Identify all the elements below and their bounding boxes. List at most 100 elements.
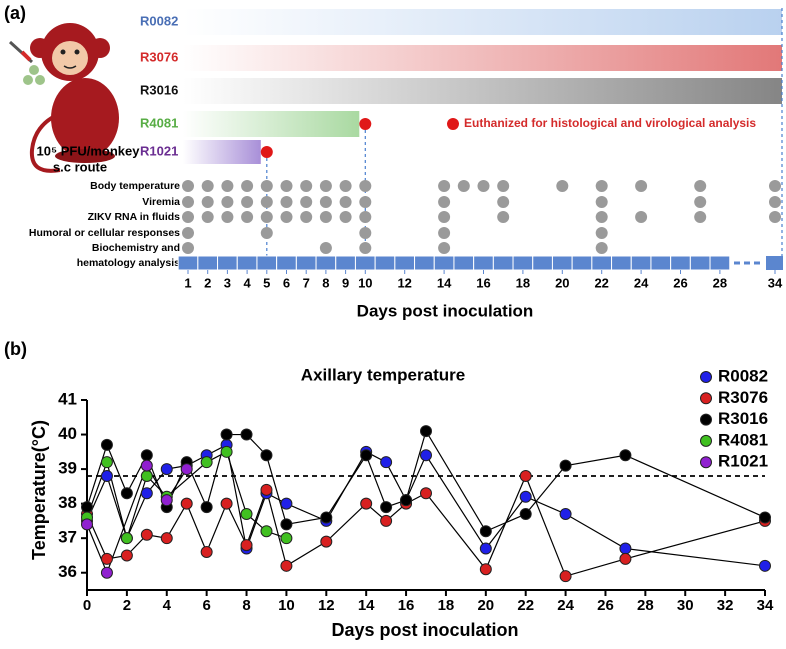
x-tick-label: 10: [358, 275, 372, 290]
data-point: [420, 449, 432, 462]
data-point: [380, 456, 393, 469]
x-tick-label: 2: [204, 275, 211, 290]
sampling-dot: [457, 180, 470, 192]
day-cell: [276, 255, 297, 271]
data-point: [260, 525, 273, 538]
data-point: [619, 552, 632, 565]
chart-title: Axillary temperature: [301, 365, 465, 384]
sampling-dot: [359, 242, 372, 254]
sampling-dot: [241, 196, 254, 208]
x-tick-label: 28: [713, 275, 727, 290]
sampling-dot: [280, 211, 293, 223]
row-label: Viremia: [142, 196, 180, 208]
x-tick-label: 24: [634, 275, 649, 290]
x-tick-label: 16: [398, 597, 415, 614]
data-point: [240, 428, 253, 441]
animal-bar: [183, 78, 782, 104]
data-point: [280, 518, 293, 531]
panel-label: (b): [4, 339, 27, 359]
animal-name: R3016: [140, 82, 178, 97]
data-point: [240, 508, 253, 520]
sampling-dot: [260, 211, 273, 223]
day-cell: [315, 255, 337, 271]
x-tick-label: 26: [673, 275, 687, 290]
x-tick-label: 1: [184, 275, 191, 290]
legend-label: R3016: [718, 409, 768, 428]
data-point: [100, 456, 113, 469]
animal-bar: [183, 111, 360, 137]
sampling-dot: [595, 227, 608, 239]
data-point: [220, 445, 233, 458]
sampling-dot: [319, 242, 332, 254]
sampling-dot: [201, 196, 214, 208]
legend-marker: [700, 413, 712, 426]
day-cell: [571, 255, 593, 271]
sampling-dot: [438, 242, 451, 254]
data-point: [519, 508, 532, 520]
data-point: [140, 528, 153, 541]
euthanasia-dot: [359, 118, 372, 130]
day-cell: [532, 255, 553, 271]
sampling-dot: [221, 180, 234, 192]
x-tick-label: 34: [768, 275, 783, 290]
x-tick-label: 7: [303, 275, 310, 290]
data-point: [120, 549, 133, 562]
x-tick-label: 6: [283, 275, 290, 290]
data-point: [619, 449, 632, 462]
data-point: [559, 459, 572, 472]
data-point: [320, 535, 333, 548]
day-cell: [670, 255, 691, 271]
data-point: [160, 494, 173, 507]
sampling-dot: [339, 196, 352, 208]
sampling-dot: [497, 180, 510, 192]
x-tick-label: 26: [597, 597, 614, 614]
data-point: [280, 532, 293, 545]
y-tick-label: 40: [58, 424, 77, 443]
x-tick-label: 24: [557, 597, 574, 614]
day-cell: [766, 256, 783, 270]
day-cell: [433, 255, 455, 271]
data-point: [280, 559, 293, 572]
data-point: [260, 483, 273, 496]
row-label: ZIKV RNA in fluids: [88, 211, 181, 223]
day-cell: [492, 255, 514, 271]
sampling-dot: [182, 211, 194, 223]
data-point: [160, 532, 173, 545]
monkey-icon: [8, 23, 119, 173]
data-point: [140, 449, 153, 462]
sampling-dot: [438, 211, 451, 223]
sampling-dot: [635, 180, 648, 192]
sampling-dot: [241, 180, 254, 192]
animal-name: R4081: [140, 115, 178, 130]
data-point: [240, 539, 253, 552]
data-point: [380, 514, 393, 527]
y-tick-label: 37: [58, 528, 77, 547]
sampling-dot: [359, 196, 372, 208]
sampling-dot: [359, 227, 372, 239]
data-point: [160, 463, 173, 476]
data-point: [400, 494, 413, 507]
day-cell: [217, 255, 238, 271]
data-point: [140, 470, 153, 482]
x-tick-label: 0: [83, 597, 91, 614]
data-point: [420, 487, 432, 500]
sampling-dot: [635, 211, 648, 223]
data-point: [479, 542, 492, 555]
row-label: Biochemistry and: [92, 242, 180, 254]
sampling-dot: [339, 180, 352, 192]
sampling-dot: [595, 180, 608, 192]
x-tick-label: 12: [397, 275, 411, 290]
sampling-dot: [477, 180, 490, 192]
legend-marker: [700, 392, 712, 405]
euthanasia-dot: [260, 146, 273, 158]
x-tick-label: 30: [677, 597, 694, 614]
sampling-dot: [595, 196, 608, 208]
sampling-dot: [769, 211, 781, 223]
sampling-dot: [595, 242, 608, 254]
x-tick-label: 2: [123, 597, 131, 614]
sampling-dot: [182, 242, 194, 254]
data-point: [759, 559, 771, 572]
day-cell: [335, 255, 356, 271]
animal-name: R0082: [140, 13, 178, 28]
